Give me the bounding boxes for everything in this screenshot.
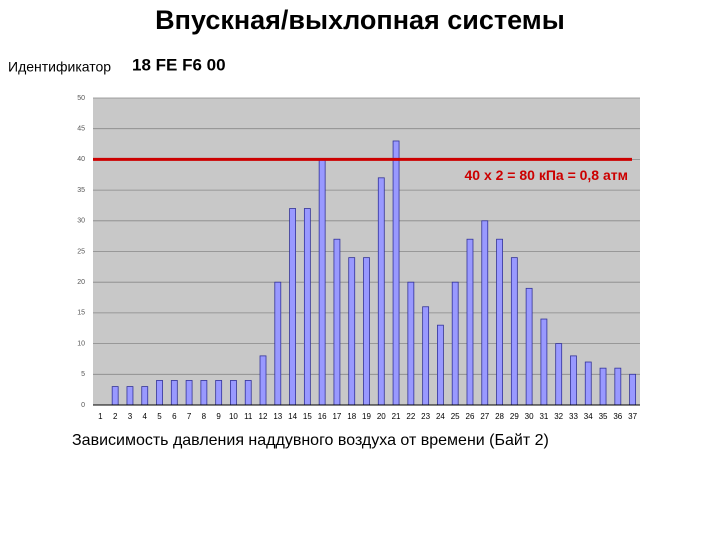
x-tick-label: 16 — [318, 412, 327, 421]
x-tick-label: 2 — [113, 412, 118, 421]
x-tick-label: 21 — [392, 412, 401, 421]
bar — [215, 380, 223, 406]
x-tick-label: 17 — [332, 412, 341, 421]
x-tick-label: 34 — [584, 412, 593, 421]
x-tick-label: 13 — [273, 412, 282, 421]
bar — [466, 238, 474, 406]
x-tick-label: 33 — [569, 412, 578, 421]
bar — [274, 281, 282, 406]
bar — [540, 318, 548, 406]
bar — [510, 257, 518, 406]
bar — [185, 380, 193, 406]
x-tick-label: 4 — [143, 412, 148, 421]
bar — [629, 373, 637, 406]
x-tick-label: 11 — [244, 412, 253, 421]
bar — [170, 380, 178, 406]
y-tick-label: 5 — [81, 371, 85, 378]
bar — [348, 257, 356, 406]
x-tick-label: 26 — [466, 412, 475, 421]
bar — [126, 386, 134, 406]
id-label: Идентификатор — [8, 59, 111, 75]
x-tick-label: 18 — [347, 412, 356, 421]
x-tick-label: 10 — [229, 412, 238, 421]
y-tick-label: 35 — [77, 187, 85, 194]
bar — [111, 386, 119, 406]
id-value: 18 FE F6 00 — [132, 55, 226, 74]
x-tick-label: 28 — [495, 412, 504, 421]
bar — [437, 324, 444, 406]
bar — [599, 367, 607, 406]
bar — [407, 281, 415, 406]
bar — [555, 343, 563, 406]
x-tick-label: 12 — [259, 412, 268, 421]
y-tick-label: 15 — [77, 310, 85, 317]
y-tick-label: 40 — [77, 156, 85, 163]
x-tick-label: 3 — [128, 412, 133, 421]
x-tick-label: 7 — [187, 412, 192, 421]
bar — [303, 208, 311, 406]
x-tick-label: 14 — [288, 412, 297, 421]
bar — [289, 208, 296, 406]
bar — [570, 355, 577, 406]
x-tick-label: 25 — [451, 412, 460, 421]
y-tick-label: 30 — [77, 218, 85, 225]
x-tick-label: 37 — [628, 412, 637, 421]
x-tick-label: 9 — [216, 412, 221, 421]
bar — [525, 287, 533, 406]
bar — [141, 386, 149, 406]
bar — [584, 361, 592, 406]
bar — [244, 380, 252, 406]
x-tick-label: 23 — [421, 412, 430, 421]
y-tick-label: 0 — [81, 402, 85, 409]
x-tick-label: 35 — [599, 412, 608, 421]
x-tick-label: 31 — [539, 412, 548, 421]
y-tick-label: 25 — [77, 248, 85, 255]
x-tick-label: 6 — [172, 412, 177, 421]
bar — [377, 177, 385, 406]
x-tick-label: 1 — [98, 412, 103, 421]
y-tick-label: 20 — [77, 279, 85, 286]
x-tick-label: 8 — [202, 412, 207, 421]
x-tick-label: 5 — [157, 412, 162, 421]
bar — [363, 257, 370, 406]
x-tick-label: 27 — [480, 412, 489, 421]
x-tick-label: 24 — [436, 412, 445, 421]
x-tick-label: 20 — [377, 412, 386, 421]
bar — [481, 220, 489, 406]
reference-label: 40 х 2 = 80 кПа = 0,8 атм — [464, 167, 628, 183]
bar — [318, 158, 326, 406]
bar — [230, 380, 237, 406]
bar — [392, 140, 400, 406]
bar — [259, 355, 267, 406]
x-tick-label: 19 — [362, 412, 371, 421]
bar — [451, 281, 459, 406]
bar — [333, 238, 341, 406]
y-tick-label: 50 — [77, 95, 85, 102]
bar — [200, 380, 208, 406]
x-tick-label: 32 — [554, 412, 563, 421]
caption: Зависимость давления наддувного воздуха … — [72, 432, 549, 449]
bar — [614, 367, 622, 406]
x-tick-label: 30 — [525, 412, 534, 421]
x-tick-label: 29 — [510, 412, 519, 421]
slide-title: Впускная/выхлопная системы — [155, 5, 565, 35]
y-tick-label: 45 — [77, 126, 85, 133]
y-tick-label: 10 — [77, 340, 85, 347]
bar — [156, 380, 163, 406]
x-tick-label: 22 — [406, 412, 415, 421]
bar — [422, 306, 430, 406]
x-tick-label: 36 — [613, 412, 622, 421]
x-tick-label: 15 — [303, 412, 312, 421]
bar — [496, 238, 503, 406]
